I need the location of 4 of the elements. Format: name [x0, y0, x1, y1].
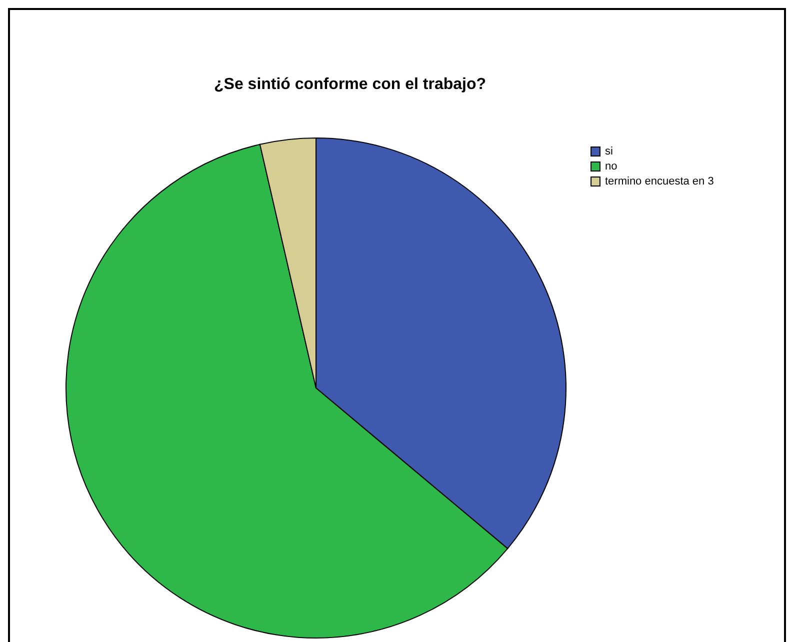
chart-title: ¿Se sintió conforme con el trabajo? — [214, 76, 486, 93]
legend-label: termino encuesta en 3 — [605, 176, 714, 188]
legend-label: si — [605, 146, 613, 158]
legend-label: no — [605, 160, 618, 172]
